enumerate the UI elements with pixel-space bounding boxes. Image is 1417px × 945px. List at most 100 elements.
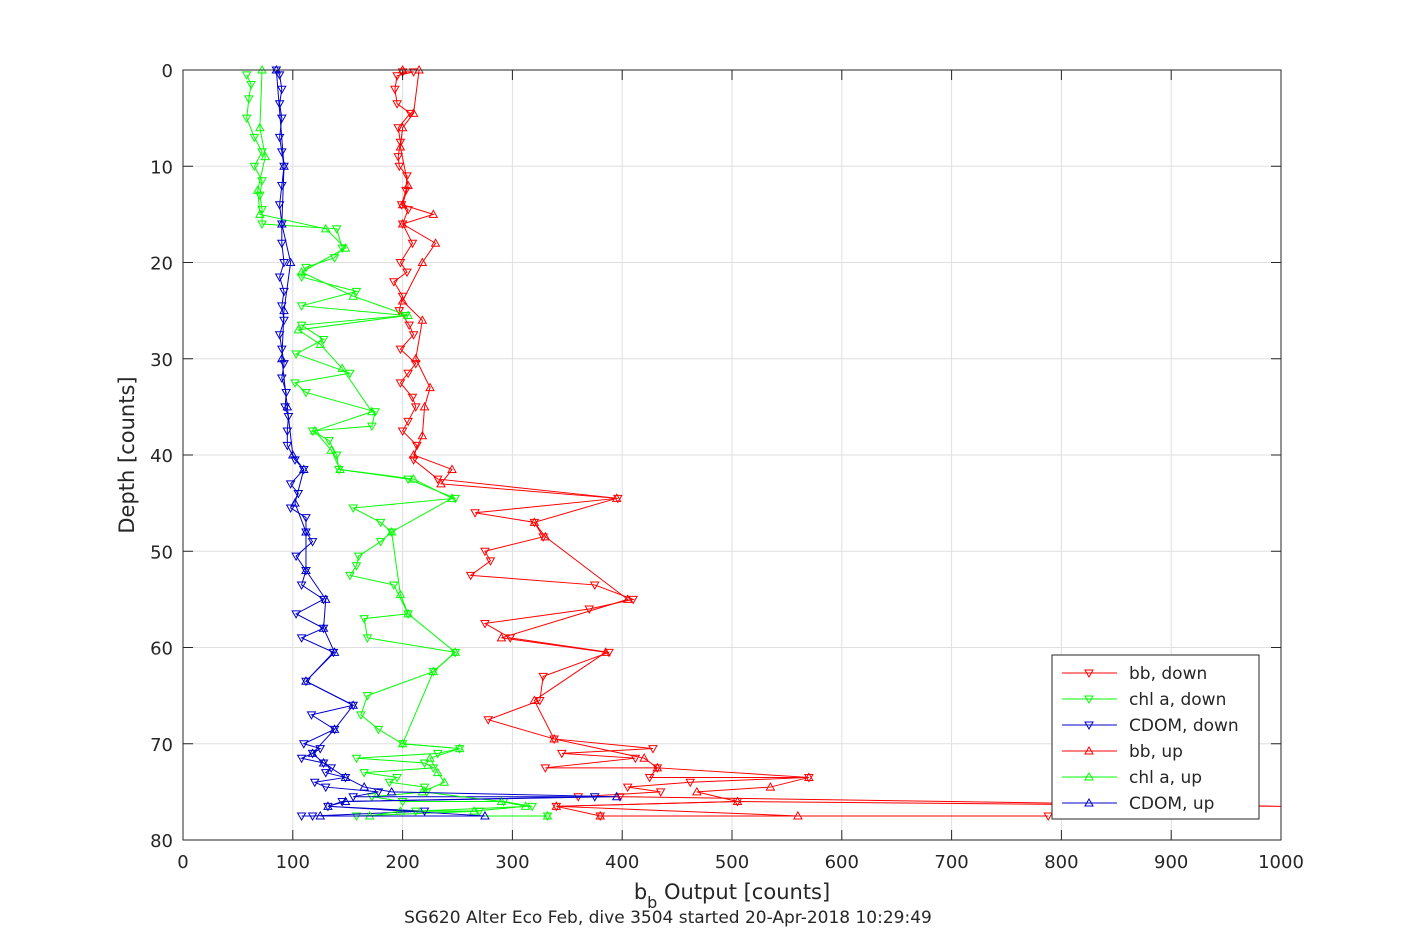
tick-labels: 0 100 200 300 400 500 600 700 800 900 1000 0 10 20 30 4…	[150, 61, 1304, 873]
data-point	[285, 480, 296, 489]
data-point	[630, 754, 641, 764]
data-point	[419, 401, 430, 411]
data-point	[254, 122, 265, 132]
data-point	[362, 692, 373, 701]
data-point	[652, 762, 663, 772]
data-point	[296, 302, 307, 311]
data-point	[655, 788, 666, 797]
data-point	[301, 526, 311, 536]
data-point	[436, 478, 446, 488]
data-point	[257, 220, 267, 230]
series-chl-a-up	[252, 64, 553, 820]
data-point	[351, 812, 362, 821]
data-point	[450, 647, 461, 656]
data-point	[639, 753, 650, 762]
data-point	[329, 254, 340, 263]
data-point	[403, 310, 413, 319]
data-point	[600, 647, 611, 656]
data-point	[335, 464, 345, 473]
data-point	[279, 287, 289, 297]
data-point	[279, 161, 289, 170]
data-point	[282, 401, 293, 411]
legend-marker	[1084, 695, 1094, 705]
data-point	[370, 408, 381, 417]
data-point	[306, 711, 317, 720]
data-point	[274, 201, 285, 210]
plot-caption: SG620 Alter Eco Feb, dive 3504 started 2…	[404, 908, 932, 928]
data-point	[282, 441, 293, 451]
data-point	[326, 764, 337, 773]
data-point	[527, 802, 538, 812]
series-line	[275, 69, 617, 817]
legend-marker	[1084, 745, 1094, 755]
x-tick-label: 200	[385, 852, 419, 873]
y-tick-label: 40	[150, 446, 173, 467]
data-point	[419, 759, 430, 769]
data-point	[395, 138, 406, 148]
x-tick-label: 600	[825, 852, 859, 873]
data-point	[604, 648, 614, 658]
y-tick-label: 10	[150, 157, 173, 178]
data-point	[408, 456, 419, 465]
data-point	[534, 696, 545, 706]
data-point	[465, 571, 476, 581]
data-point	[329, 724, 340, 733]
data-point	[540, 764, 551, 773]
data-point	[397, 218, 408, 228]
data-point	[469, 806, 479, 815]
data-point	[249, 133, 260, 143]
data-point	[1043, 812, 1054, 821]
data-point	[628, 595, 639, 605]
data-point	[765, 782, 776, 791]
data-point	[644, 773, 655, 783]
data-point	[584, 605, 595, 615]
data-point	[329, 647, 340, 656]
data-point	[793, 810, 803, 820]
data-point	[348, 504, 359, 513]
data-point	[384, 778, 395, 788]
data-point	[281, 388, 292, 398]
data-point	[375, 518, 386, 528]
data-point	[373, 788, 384, 797]
data-point	[366, 422, 377, 432]
data-point	[348, 793, 359, 802]
data-point	[326, 445, 337, 454]
data-point	[412, 441, 422, 451]
data-point	[320, 594, 331, 603]
data-point	[296, 273, 307, 282]
data-point	[274, 331, 285, 340]
data-point	[244, 95, 254, 104]
data-point	[279, 305, 289, 315]
data-point	[397, 738, 408, 748]
x-tick-label: 0	[177, 852, 188, 873]
data-point	[404, 321, 415, 331]
data-point	[425, 753, 435, 762]
x-tick-label: 1000	[1258, 852, 1304, 873]
data-point	[373, 725, 384, 735]
data-point	[496, 796, 507, 805]
data-point	[356, 711, 366, 720]
data-point	[395, 589, 406, 599]
y-tick-label: 60	[150, 639, 173, 660]
series-line	[275, 69, 595, 817]
data-point	[359, 615, 370, 624]
x-tick-label: 300	[495, 852, 529, 873]
data-point	[447, 493, 457, 502]
data-point	[496, 632, 507, 642]
x-tick-label: 400	[605, 852, 639, 873]
data-point	[296, 581, 307, 590]
data-point	[254, 209, 265, 218]
data-point	[274, 100, 285, 109]
data-point	[345, 571, 355, 581]
data-point	[296, 754, 307, 764]
legend-marker	[1084, 771, 1094, 781]
data-point	[397, 199, 408, 209]
data-point	[520, 801, 531, 810]
data-point	[403, 369, 413, 379]
data-point	[260, 151, 271, 161]
y-axis-label: Depth [counts]	[115, 376, 139, 533]
data-point	[388, 278, 399, 287]
legend-label: CDOM, up	[1129, 794, 1214, 814]
data-point	[408, 449, 419, 459]
data-point	[395, 345, 406, 355]
